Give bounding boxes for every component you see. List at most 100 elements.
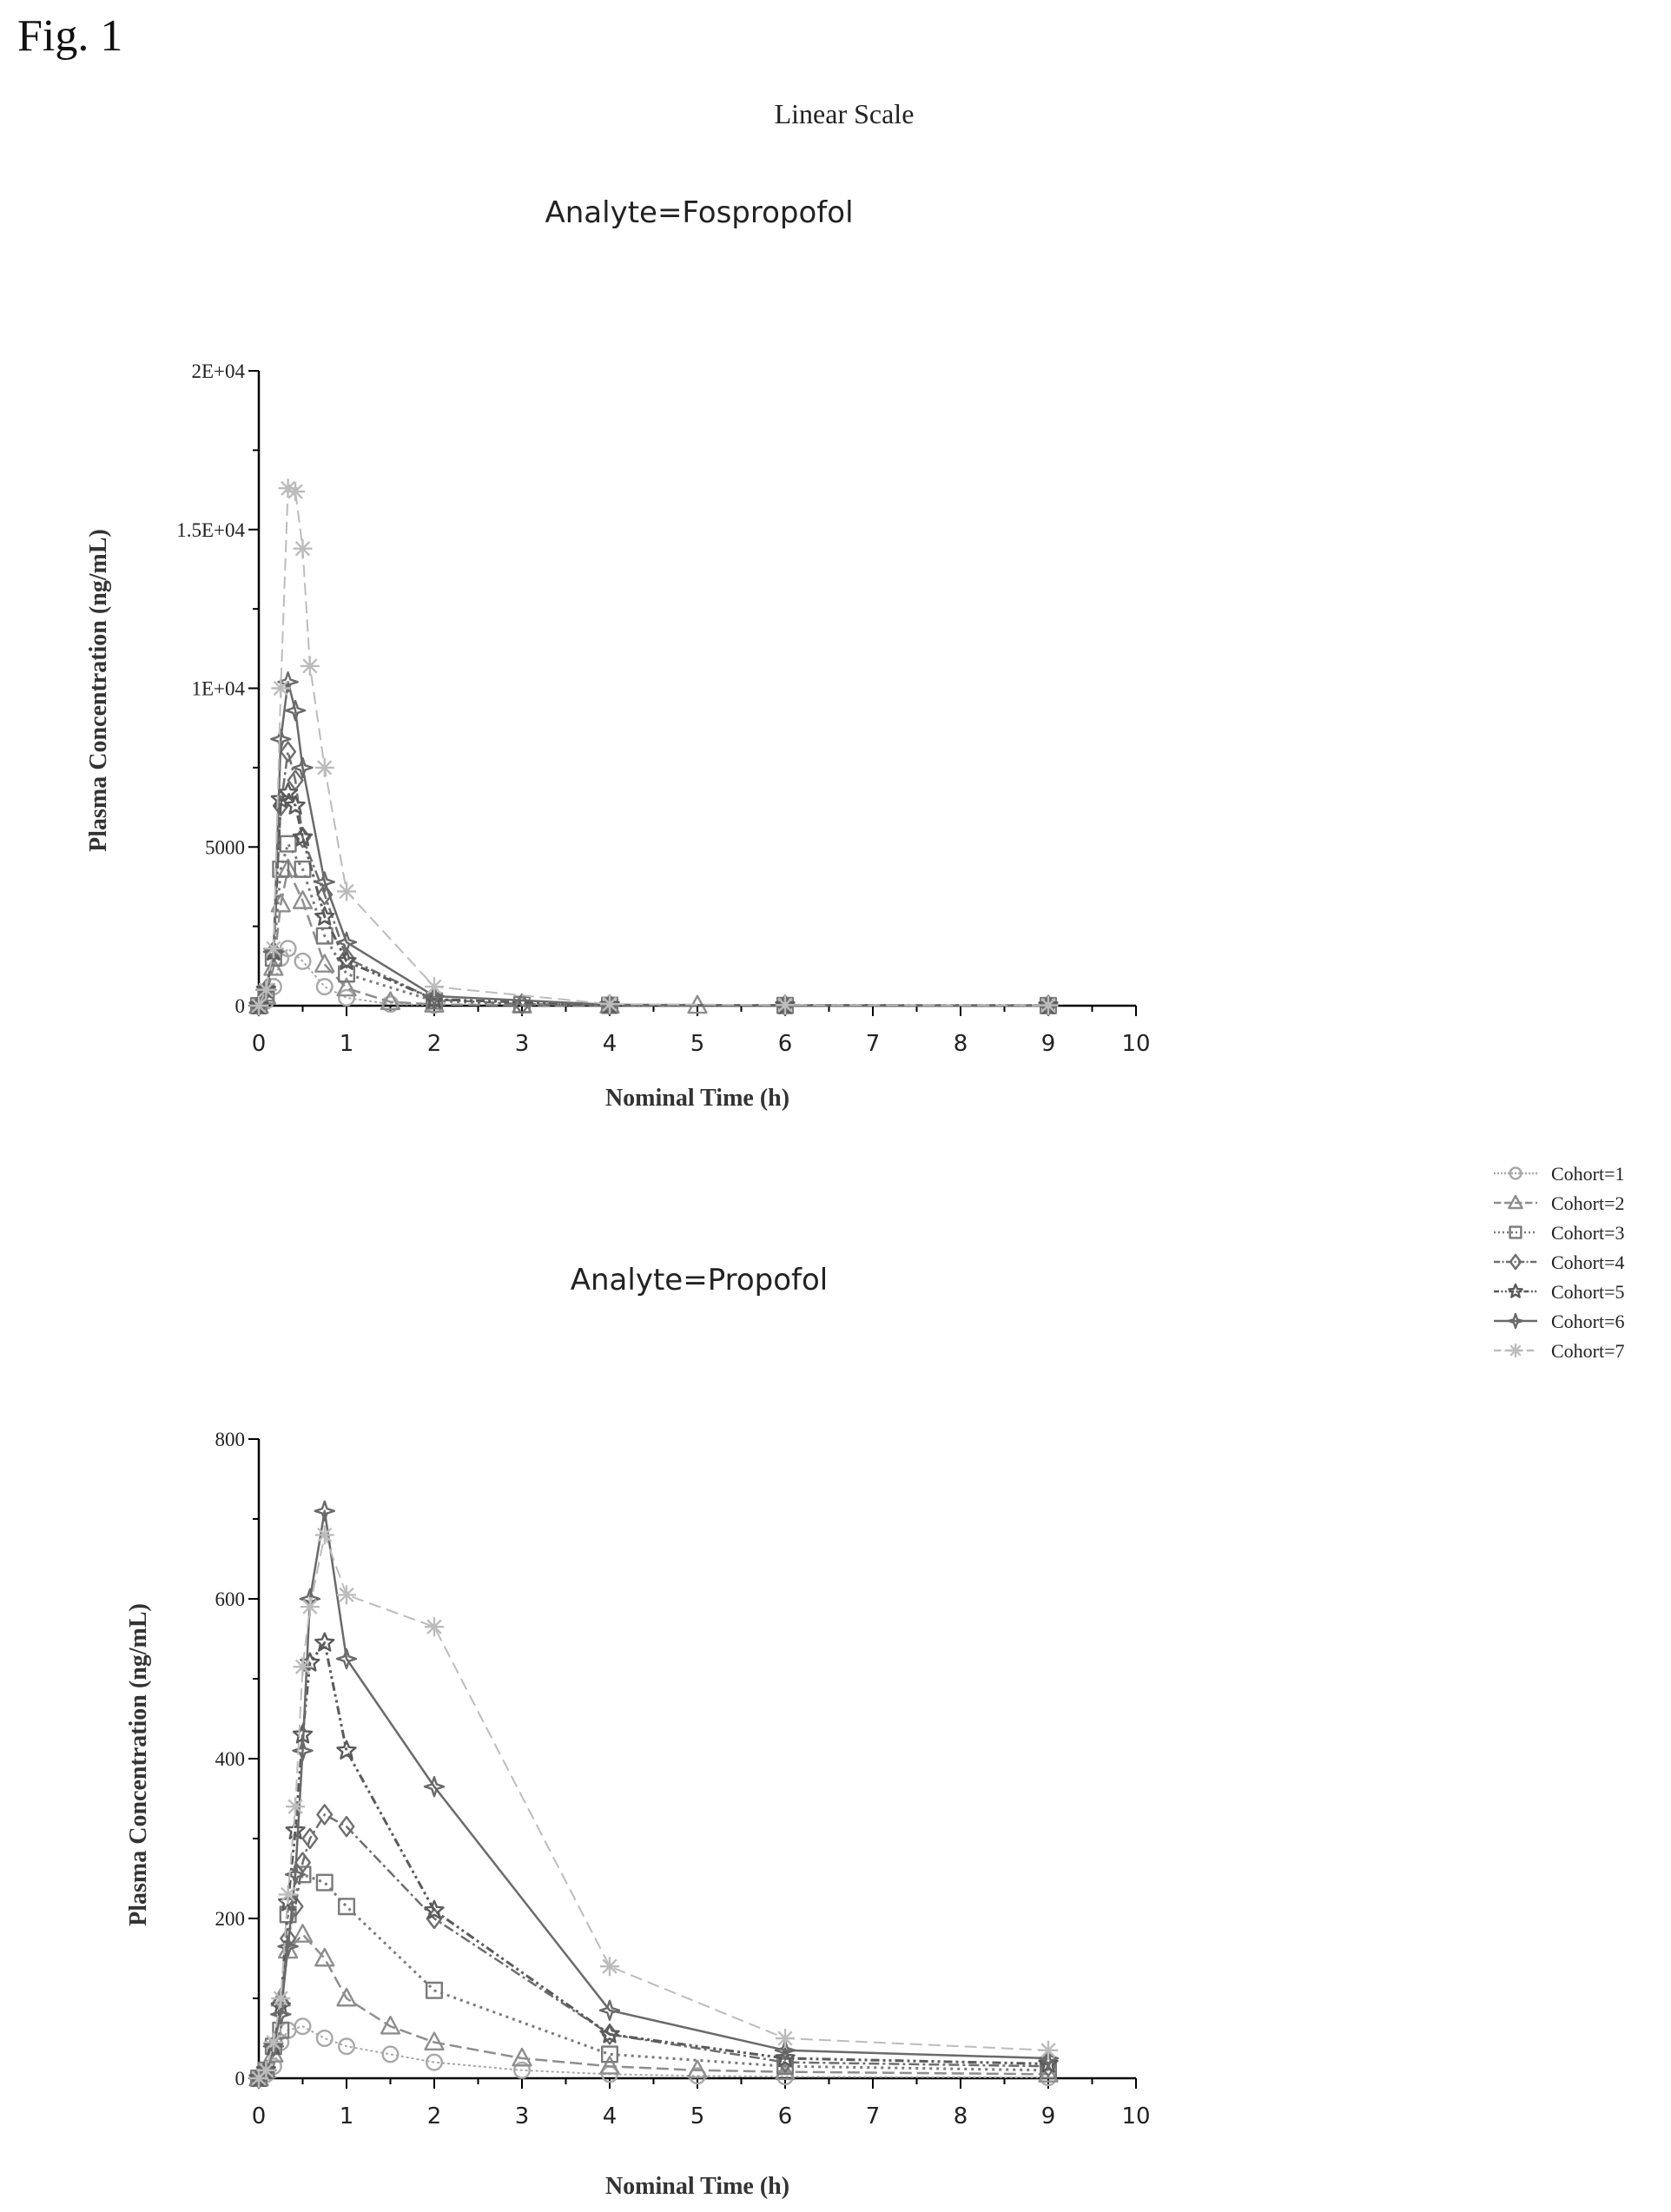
data-point	[272, 860, 290, 878]
series-7	[249, 1525, 1058, 2088]
data-point	[293, 538, 313, 558]
chart-fospropofol: Analyte=Fospropofol 0 5000 1E+04 1.5E+04 2E+…	[85, 195, 1151, 1112]
data-point	[687, 2059, 708, 2079]
data-point	[315, 927, 334, 945]
legend-item-5: Cohort=5	[1494, 1281, 1625, 1303]
data-point	[598, 1999, 621, 2021]
data-point	[336, 977, 357, 997]
data-point	[249, 996, 268, 1015]
y-tick-label: 0	[235, 995, 246, 1017]
plot-area-propofol: 0 200 400 600 800 0 1 2 3 4 5 6 7 8 9 10	[215, 1429, 1151, 2129]
x-tick-label: 0	[252, 2103, 267, 2129]
data-point	[292, 890, 314, 909]
data-point	[270, 789, 291, 809]
y-axis-label: Plasma Concentration (ng/mL)	[125, 1603, 152, 1926]
x-tick-label: 7	[866, 1031, 881, 1057]
data-point	[380, 991, 401, 1011]
data-point	[294, 1852, 311, 1873]
legend-marker	[1509, 1225, 1522, 1239]
data-point	[335, 1647, 358, 1670]
x-tick-label: 5	[690, 2103, 705, 2129]
data-point	[600, 994, 619, 1014]
data-point	[286, 1797, 306, 1817]
data-point	[277, 1936, 299, 1958]
y-tick-label: 800	[215, 1429, 246, 1450]
data-point	[279, 835, 297, 853]
legend-marker	[1509, 1344, 1522, 1357]
x-tick-label: 6	[778, 1031, 793, 1057]
data-point	[315, 2029, 334, 2047]
data-point	[314, 1500, 335, 1522]
data-point	[292, 756, 314, 779]
data-point	[256, 2060, 276, 2080]
data-point	[775, 2047, 796, 2068]
data-point	[278, 1885, 298, 1905]
x-tick-label: 1	[340, 2103, 354, 2129]
data-point	[601, 2045, 618, 2063]
data-point	[600, 1957, 619, 1977]
data-point	[336, 1987, 357, 2007]
data-point	[287, 1896, 304, 1918]
series-line	[258, 487, 1049, 1007]
data-point	[270, 728, 292, 750]
data-point	[286, 481, 306, 501]
series-3	[250, 835, 1057, 1014]
data-point	[262, 941, 285, 963]
data-point	[262, 2036, 285, 2057]
y-tick-label: 200	[215, 1908, 246, 1930]
data-point	[314, 1632, 335, 1652]
data-point	[513, 2061, 532, 2079]
chart-title: Analyte=Propofol	[571, 1263, 829, 1297]
series-4	[250, 741, 1057, 1017]
data-point	[423, 985, 446, 1007]
data-point	[314, 1947, 335, 1967]
data-point	[292, 827, 314, 847]
series-line	[258, 2025, 1049, 2079]
y-axis-label: Plasma Concentration (ng/mL)	[85, 529, 112, 852]
data-point	[270, 2004, 292, 2025]
legend-label: Cohort=6	[1551, 1311, 1625, 1332]
series-line	[257, 1641, 1049, 2080]
data-point	[336, 1740, 357, 1760]
data-point	[426, 2053, 444, 2071]
data-point	[316, 883, 334, 906]
data-point	[424, 1899, 445, 1919]
legend-label: Cohort=5	[1551, 1281, 1625, 1303]
x-tick-label: 2	[427, 2103, 442, 2129]
data-point	[284, 699, 307, 722]
data-point	[314, 1525, 334, 1545]
data-point	[423, 1776, 446, 1798]
data-point	[1039, 2040, 1058, 2060]
data-point	[285, 795, 306, 815]
data-point	[314, 954, 335, 973]
y-tick-label: 0	[235, 2068, 246, 2090]
plot-area-fospropofol: 0 5000 1E+04 1.5E+04 2E+04 0 1 2 3 4 5 6 7 8 9 10	[176, 360, 1150, 1057]
data-point	[338, 1816, 355, 1838]
data-point	[292, 1924, 314, 1943]
legend-marker	[1509, 1166, 1522, 1180]
data-point	[512, 2047, 532, 2067]
y-tick-label: 1E+04	[191, 678, 245, 700]
series-6	[248, 671, 1060, 1017]
data-point	[337, 1585, 356, 1605]
legend-marker	[1508, 1283, 1523, 1298]
legend-label: Cohort=4	[1551, 1251, 1625, 1273]
legend-item-3: Cohort=3	[1494, 1222, 1625, 1244]
data-point	[249, 2069, 268, 2088]
data-point	[774, 994, 796, 1016]
data-point	[278, 782, 299, 802]
data-point	[776, 995, 795, 1015]
series-2	[248, 1924, 1059, 2087]
data-point	[294, 860, 312, 878]
data-point	[263, 939, 283, 959]
data-point	[263, 2032, 283, 2052]
data-point	[599, 2024, 620, 2044]
data-point	[300, 656, 320, 676]
series-7	[249, 479, 1058, 1015]
data-point	[277, 671, 299, 693]
data-point	[1039, 995, 1058, 1015]
data-point	[315, 1873, 334, 1892]
y-tick-label: 400	[215, 1748, 246, 1770]
x-axis-label: Nominal Time (h)	[605, 2173, 789, 2200]
